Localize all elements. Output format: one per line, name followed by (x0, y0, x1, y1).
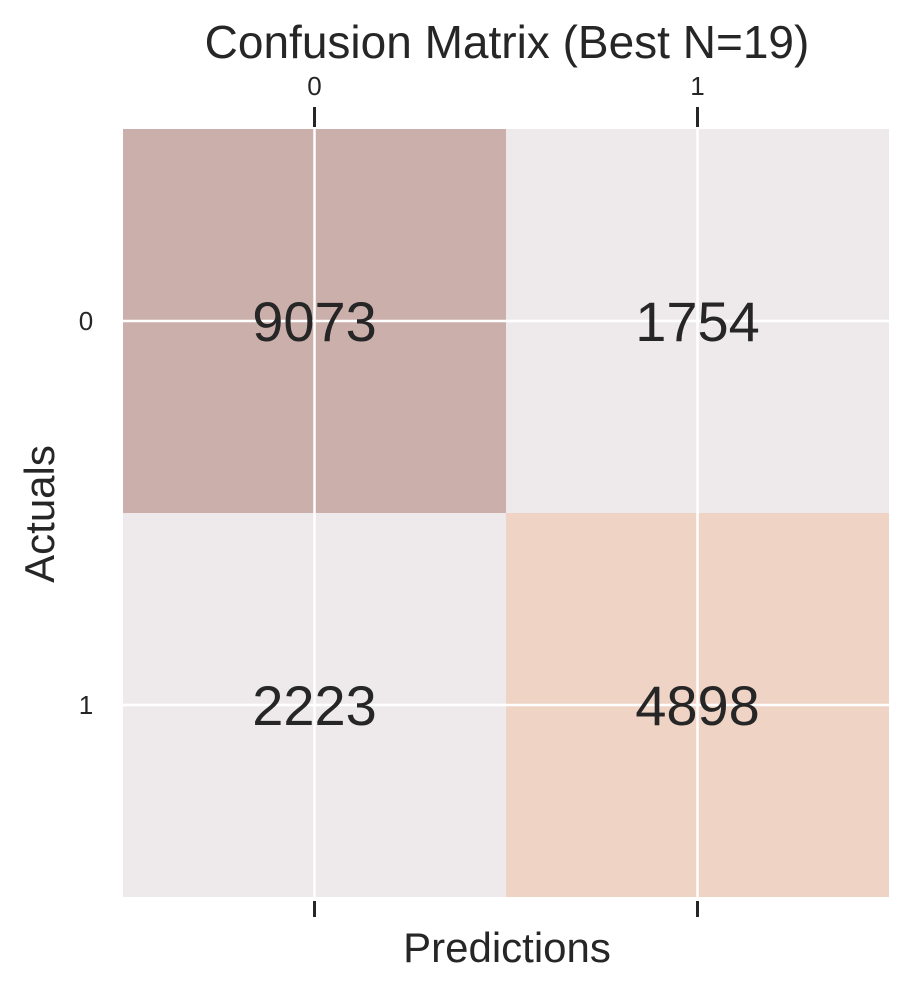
x-tick-label-0: 0 (307, 71, 321, 101)
y-axis-label: Actuals (16, 445, 63, 583)
axis-ticks: 0 1 0 1 (79, 71, 705, 917)
x-axis-label: Predictions (403, 924, 611, 971)
y-tick-label-1: 1 (79, 690, 93, 720)
y-tick-label-0: 0 (79, 306, 93, 336)
cell-value-0-0: 9073 (252, 290, 377, 353)
grid-lines (123, 129, 889, 897)
chart-title: Confusion Matrix (Best N=19) (205, 16, 810, 68)
cell-value-labels: 9073 1754 2223 4898 (252, 290, 760, 737)
cell-value-1-0: 2223 (252, 674, 377, 737)
heatmap-cells (123, 129, 889, 897)
cell-value-1-1: 4898 (635, 674, 760, 737)
cell-value-0-1: 1754 (635, 290, 760, 353)
x-tick-label-1: 1 (690, 71, 704, 101)
